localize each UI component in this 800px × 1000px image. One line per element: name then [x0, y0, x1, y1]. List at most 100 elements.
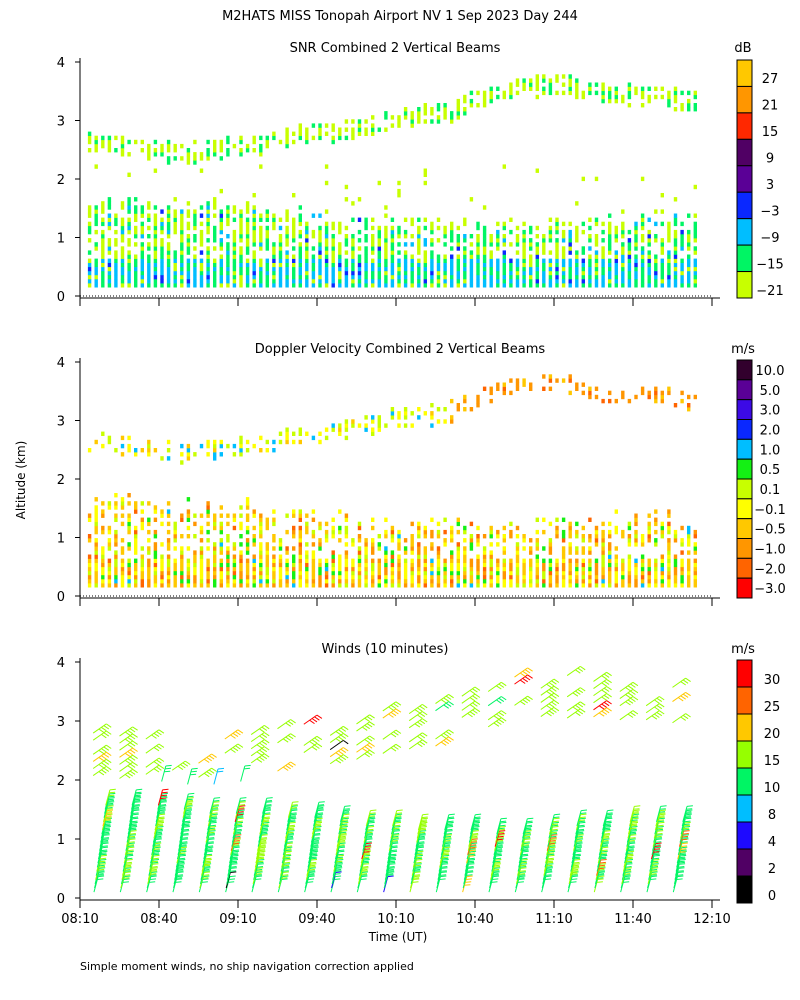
heatmap-cell — [403, 570, 408, 576]
heatmap-cell — [680, 107, 684, 112]
wind-barb — [155, 805, 167, 823]
heatmap-cell — [476, 583, 480, 588]
heatmap-cell — [489, 534, 493, 539]
heatmap-cell — [693, 262, 697, 268]
heatmap-cell — [496, 529, 500, 535]
heatmap-cell — [667, 225, 671, 231]
heatmap-cell — [278, 554, 283, 559]
wind-barb — [645, 710, 665, 721]
heatmap-cell — [245, 517, 250, 522]
heatmap-cell — [594, 90, 599, 96]
heatmap-cell — [318, 246, 322, 251]
heatmap-cell — [535, 168, 539, 173]
heatmap-cell — [278, 270, 283, 276]
heatmap-cell — [660, 238, 664, 243]
heatmap-cell — [292, 258, 296, 263]
wind-barb — [596, 859, 607, 876]
heatmap-cell — [331, 274, 335, 280]
heatmap-cell — [252, 274, 256, 280]
heatmap-cell — [114, 279, 118, 284]
heatmap-cell — [285, 558, 289, 563]
heatmap-cell — [147, 205, 151, 210]
wind-barb — [147, 863, 159, 880]
heatmap-cell — [120, 221, 125, 227]
heatmap-cell — [397, 180, 401, 186]
heatmap-cell — [390, 574, 395, 580]
heatmap-cell — [134, 225, 138, 231]
heatmap-cell — [515, 382, 520, 387]
heatmap-cell — [324, 274, 329, 280]
x-axis-label: Time (UT) — [368, 930, 428, 944]
heatmap-cell — [397, 546, 401, 551]
heatmap-cell — [318, 283, 322, 288]
heatmap-cell — [199, 443, 204, 449]
heatmap-cell — [186, 443, 191, 449]
wind-barb — [201, 859, 212, 876]
heatmap-cell — [351, 242, 355, 247]
heatmap-cell — [239, 148, 243, 153]
heatmap-cell — [397, 279, 401, 284]
heatmap-cell — [193, 579, 197, 584]
heatmap-cell — [127, 521, 131, 527]
heatmap-cell — [364, 266, 368, 272]
heatmap-cell — [436, 419, 441, 424]
wind-barb — [119, 768, 138, 779]
heatmap-cell — [417, 407, 421, 412]
heatmap-cell — [417, 574, 421, 580]
heatmap-cell — [114, 274, 118, 280]
heatmap-cell — [278, 570, 283, 576]
heatmap-cell — [397, 283, 401, 288]
heatmap-cell — [575, 274, 579, 280]
colorbar-swatch — [736, 577, 753, 599]
heatmap-cell — [476, 225, 480, 231]
heatmap-cell — [430, 262, 434, 268]
heatmap-cell — [588, 550, 592, 555]
heatmap-cell — [252, 270, 256, 276]
heatmap-cell — [476, 403, 480, 408]
heatmap-cell — [153, 566, 158, 572]
heatmap-cell — [173, 217, 177, 222]
heatmap-cell — [107, 439, 112, 445]
heatmap-cell — [634, 246, 638, 251]
heatmap-cell — [390, 411, 395, 416]
heatmap-cell — [173, 566, 177, 572]
heatmap-cell — [608, 550, 612, 555]
wind-barb — [340, 805, 351, 823]
heatmap-cell — [660, 554, 664, 559]
heatmap-cell — [252, 554, 256, 559]
heatmap-cell — [601, 90, 605, 96]
heatmap-cell — [292, 131, 296, 136]
heatmap-cell — [272, 225, 276, 231]
heatmap-cell — [127, 542, 131, 547]
heatmap-cell — [272, 283, 276, 288]
heatmap-cell — [120, 562, 125, 568]
heatmap-cell — [542, 566, 546, 572]
heatmap-cell — [371, 583, 375, 588]
wind-barb — [411, 863, 422, 880]
wind-barb — [622, 854, 634, 872]
heatmap-cell — [417, 258, 421, 263]
heatmap-cell — [502, 546, 506, 551]
colorbar-label: −15 — [756, 257, 783, 272]
heatmap-cell — [94, 266, 98, 272]
heatmap-cell — [489, 250, 493, 255]
heatmap-cell — [153, 570, 158, 576]
heatmap-cell — [673, 98, 678, 104]
wind-barb — [152, 826, 164, 843]
heatmap-cell — [443, 542, 447, 547]
heatmap-cell — [265, 225, 269, 231]
heatmap-cell — [140, 246, 144, 251]
heatmap-cell — [423, 270, 427, 276]
heatmap-cell — [640, 217, 645, 222]
heatmap-cell — [403, 579, 408, 584]
heatmap-cell — [469, 103, 474, 108]
heatmap-cell — [456, 529, 460, 535]
heatmap-cell — [450, 579, 454, 584]
heatmap-cell — [673, 534, 678, 539]
heatmap-cell — [285, 583, 289, 588]
heatmap-cell — [410, 262, 414, 268]
heatmap-cell — [575, 82, 579, 87]
heatmap-cell — [186, 209, 191, 214]
heatmap-cell — [601, 246, 605, 251]
heatmap-cell — [292, 579, 296, 584]
